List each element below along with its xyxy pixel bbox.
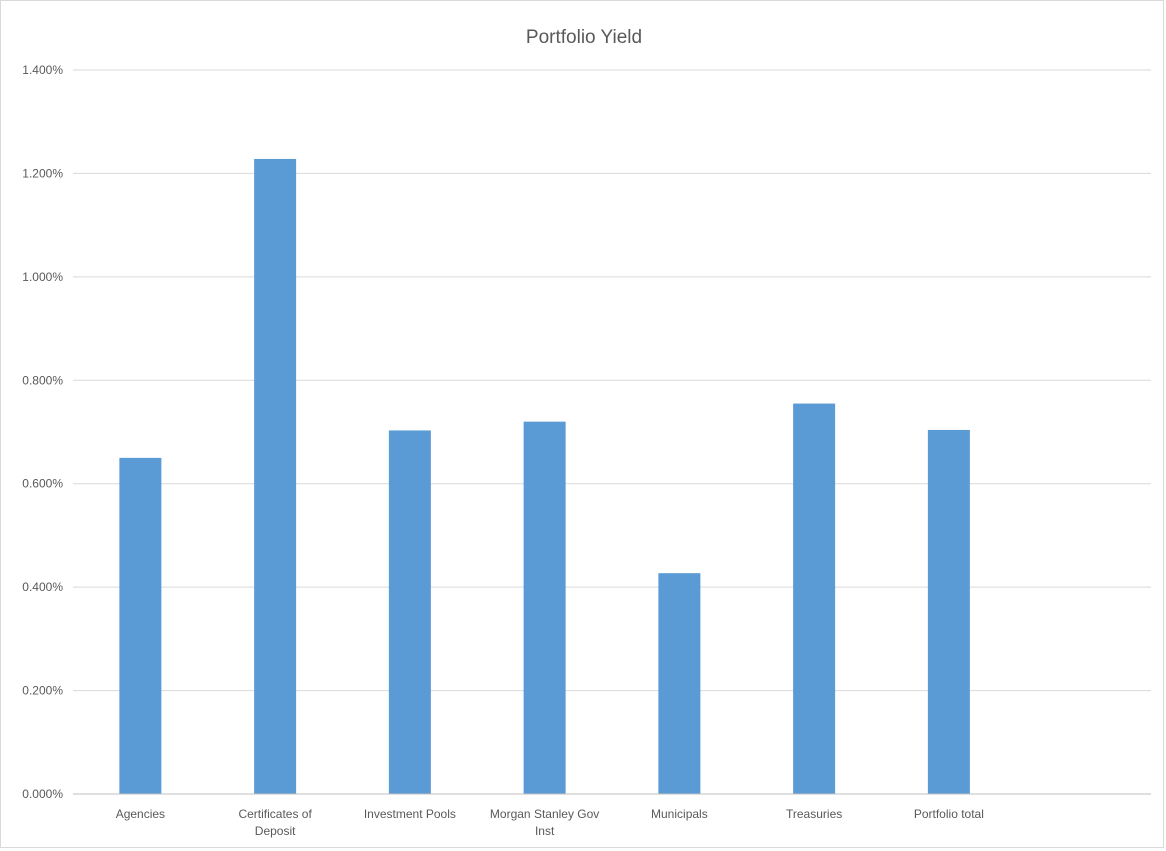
y-tick-label: 0.200% bbox=[22, 684, 63, 698]
gridlines bbox=[73, 69, 1151, 692]
bar bbox=[927, 429, 970, 794]
x-axis-labels: Agencies Certificates of Deposit Investment… bbox=[116, 807, 984, 838]
bars bbox=[119, 158, 970, 794]
x-tick-label: Treasuries bbox=[786, 807, 842, 821]
x-tick-label: Agencies bbox=[116, 807, 165, 821]
bar bbox=[388, 430, 431, 794]
y-tick-label: 0.400% bbox=[22, 580, 63, 594]
y-axis-ticks: 0.000% 0.200% 0.400% 0.600% 0.800% 1.000% 1.20… bbox=[22, 63, 63, 801]
bar bbox=[658, 573, 701, 794]
bar bbox=[793, 403, 836, 794]
x-tick-label: Investment Pools bbox=[364, 807, 456, 821]
y-tick-label: 1.400% bbox=[22, 63, 63, 77]
y-tick-label: 1.000% bbox=[22, 270, 63, 284]
x-tick-label: Morgan Stanley Gov bbox=[490, 807, 599, 821]
bar bbox=[119, 457, 162, 794]
y-tick-label: 0.600% bbox=[22, 477, 63, 491]
y-tick-label: 1.200% bbox=[22, 166, 63, 180]
chart-title: Portfolio Yield bbox=[526, 27, 642, 48]
x-tick-label: Certificates of bbox=[238, 807, 312, 821]
x-tick-label: Municipals bbox=[651, 807, 708, 821]
x-tick-label: Inst bbox=[535, 824, 555, 838]
x-tick-label: Deposit bbox=[255, 824, 296, 838]
bar bbox=[523, 421, 566, 794]
x-tick-label: Portfolio total bbox=[914, 807, 984, 821]
y-tick-label: 0.000% bbox=[22, 787, 63, 801]
y-tick-label: 0.800% bbox=[22, 373, 63, 387]
bar bbox=[254, 158, 297, 794]
